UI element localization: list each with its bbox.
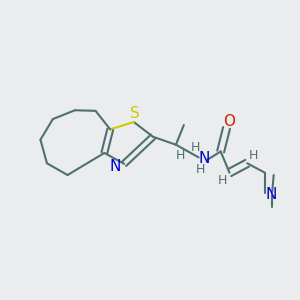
Text: S: S xyxy=(130,106,140,121)
Text: H: H xyxy=(218,173,227,187)
Text: H: H xyxy=(248,148,258,161)
Text: H: H xyxy=(176,149,185,162)
Text: N: N xyxy=(198,151,210,166)
Text: N: N xyxy=(110,159,121,174)
Text: H: H xyxy=(191,141,200,154)
Text: H: H xyxy=(195,163,205,176)
Text: N: N xyxy=(265,187,276,202)
Text: O: O xyxy=(223,114,235,129)
